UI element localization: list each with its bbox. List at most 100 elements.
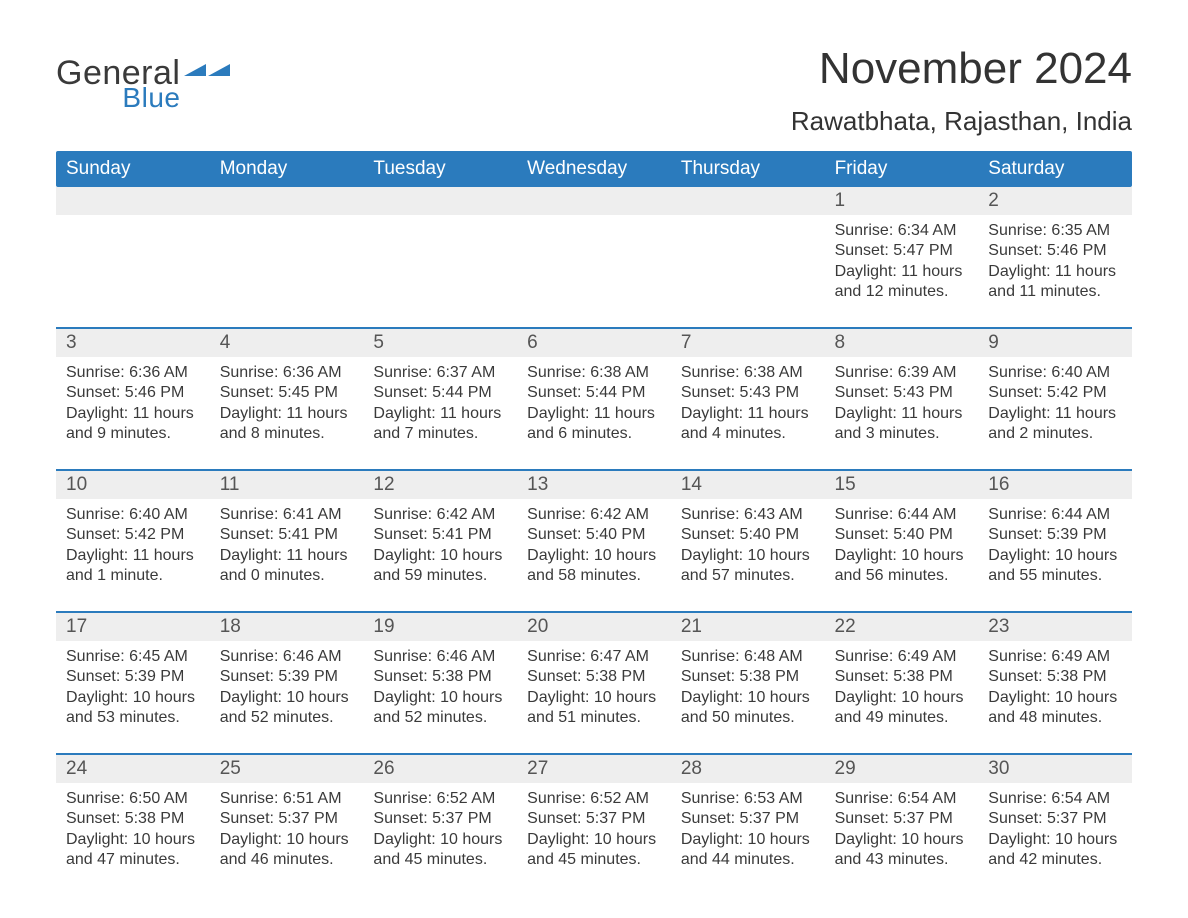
day-number	[363, 187, 517, 215]
sunrise-line: Sunrise: 6:54 AM	[988, 789, 1122, 809]
daylight-line: Daylight: 10 hours and 52 minutes.	[373, 688, 507, 729]
daylight-line: Daylight: 10 hours and 42 minutes.	[988, 830, 1122, 871]
sunset-line: Sunset: 5:42 PM	[988, 383, 1122, 403]
daylight-line: Daylight: 11 hours and 7 minutes.	[373, 404, 507, 445]
day-cell: Sunrise: 6:36 AMSunset: 5:46 PMDaylight:…	[56, 357, 210, 451]
day-number: 29	[825, 755, 979, 783]
week-row: 24252627282930Sunrise: 6:50 AMSunset: 5:…	[56, 753, 1132, 877]
day-number: 12	[363, 471, 517, 499]
day-cell: Sunrise: 6:45 AMSunset: 5:39 PMDaylight:…	[56, 641, 210, 735]
sunrise-line: Sunrise: 6:38 AM	[681, 363, 815, 383]
daylight-line: Daylight: 11 hours and 12 minutes.	[835, 262, 969, 303]
sunset-line: Sunset: 5:39 PM	[988, 525, 1122, 545]
sunset-line: Sunset: 5:46 PM	[66, 383, 200, 403]
day-cell: Sunrise: 6:50 AMSunset: 5:38 PMDaylight:…	[56, 783, 210, 877]
sunrise-line: Sunrise: 6:54 AM	[835, 789, 969, 809]
day-number: 8	[825, 329, 979, 357]
day-number: 18	[210, 613, 364, 641]
day-cell: Sunrise: 6:43 AMSunset: 5:40 PMDaylight:…	[671, 499, 825, 593]
day-cell: Sunrise: 6:38 AMSunset: 5:44 PMDaylight:…	[517, 357, 671, 451]
weekday-sunday: Sunday	[56, 151, 210, 187]
sunset-line: Sunset: 5:38 PM	[66, 809, 200, 829]
sunset-line: Sunset: 5:38 PM	[373, 667, 507, 687]
sunrise-line: Sunrise: 6:35 AM	[988, 221, 1122, 241]
day-number: 26	[363, 755, 517, 783]
day-cell: Sunrise: 6:34 AMSunset: 5:47 PMDaylight:…	[825, 215, 979, 309]
sunset-line: Sunset: 5:47 PM	[835, 241, 969, 261]
sunset-line: Sunset: 5:39 PM	[220, 667, 354, 687]
sunset-line: Sunset: 5:44 PM	[373, 383, 507, 403]
sunrise-line: Sunrise: 6:48 AM	[681, 647, 815, 667]
day-number: 3	[56, 329, 210, 357]
daylight-line: Daylight: 10 hours and 43 minutes.	[835, 830, 969, 871]
weeks-container: 12Sunrise: 6:34 AMSunset: 5:47 PMDayligh…	[56, 187, 1132, 877]
sunrise-line: Sunrise: 6:47 AM	[527, 647, 661, 667]
sunset-line: Sunset: 5:41 PM	[373, 525, 507, 545]
daylight-line: Daylight: 11 hours and 2 minutes.	[988, 404, 1122, 445]
page-title: November 2024	[791, 44, 1132, 94]
daylight-line: Daylight: 11 hours and 0 minutes.	[220, 546, 354, 587]
sunset-line: Sunset: 5:43 PM	[835, 383, 969, 403]
day-cell: Sunrise: 6:42 AMSunset: 5:40 PMDaylight:…	[517, 499, 671, 593]
daylight-line: Daylight: 10 hours and 48 minutes.	[988, 688, 1122, 729]
sunset-line: Sunset: 5:44 PM	[527, 383, 661, 403]
day-cell: Sunrise: 6:46 AMSunset: 5:38 PMDaylight:…	[363, 641, 517, 735]
day-cell-empty	[671, 215, 825, 309]
sunset-line: Sunset: 5:45 PM	[220, 383, 354, 403]
day-cell: Sunrise: 6:49 AMSunset: 5:38 PMDaylight:…	[978, 641, 1132, 735]
day-number: 27	[517, 755, 671, 783]
week-row: 12Sunrise: 6:34 AMSunset: 5:47 PMDayligh…	[56, 187, 1132, 309]
day-number-strip: 17181920212223	[56, 613, 1132, 641]
daylight-line: Daylight: 10 hours and 57 minutes.	[681, 546, 815, 587]
day-number	[56, 187, 210, 215]
day-number: 7	[671, 329, 825, 357]
sunrise-line: Sunrise: 6:38 AM	[527, 363, 661, 383]
sunset-line: Sunset: 5:46 PM	[988, 241, 1122, 261]
sunrise-line: Sunrise: 6:52 AM	[527, 789, 661, 809]
sunrise-line: Sunrise: 6:44 AM	[988, 505, 1122, 525]
day-number: 16	[978, 471, 1132, 499]
day-number-strip: 24252627282930	[56, 755, 1132, 783]
daylight-line: Daylight: 10 hours and 59 minutes.	[373, 546, 507, 587]
day-number: 2	[978, 187, 1132, 215]
day-number: 15	[825, 471, 979, 499]
day-number-strip: 10111213141516	[56, 471, 1132, 499]
daylight-line: Daylight: 10 hours and 50 minutes.	[681, 688, 815, 729]
daylight-line: Daylight: 10 hours and 53 minutes.	[66, 688, 200, 729]
sunset-line: Sunset: 5:37 PM	[220, 809, 354, 829]
sunset-line: Sunset: 5:37 PM	[835, 809, 969, 829]
sunset-line: Sunset: 5:38 PM	[835, 667, 969, 687]
sunrise-line: Sunrise: 6:41 AM	[220, 505, 354, 525]
daylight-line: Daylight: 10 hours and 45 minutes.	[373, 830, 507, 871]
sunrise-line: Sunrise: 6:49 AM	[835, 647, 969, 667]
day-cell: Sunrise: 6:41 AMSunset: 5:41 PMDaylight:…	[210, 499, 364, 593]
weekday-tuesday: Tuesday	[363, 151, 517, 187]
day-number: 9	[978, 329, 1132, 357]
day-cell-empty	[517, 215, 671, 309]
sunrise-line: Sunrise: 6:34 AM	[835, 221, 969, 241]
sunset-line: Sunset: 5:40 PM	[527, 525, 661, 545]
sunset-line: Sunset: 5:41 PM	[220, 525, 354, 545]
sunrise-line: Sunrise: 6:42 AM	[373, 505, 507, 525]
sunrise-line: Sunrise: 6:40 AM	[988, 363, 1122, 383]
day-cell: Sunrise: 6:40 AMSunset: 5:42 PMDaylight:…	[56, 499, 210, 593]
daylight-line: Daylight: 10 hours and 47 minutes.	[66, 830, 200, 871]
sunset-line: Sunset: 5:38 PM	[527, 667, 661, 687]
day-cell: Sunrise: 6:46 AMSunset: 5:39 PMDaylight:…	[210, 641, 364, 735]
day-number: 5	[363, 329, 517, 357]
day-number: 4	[210, 329, 364, 357]
day-cell-empty	[210, 215, 364, 309]
flag-icon	[184, 64, 230, 92]
day-number: 6	[517, 329, 671, 357]
sunrise-line: Sunrise: 6:36 AM	[66, 363, 200, 383]
sunrise-line: Sunrise: 6:50 AM	[66, 789, 200, 809]
sunset-line: Sunset: 5:38 PM	[988, 667, 1122, 687]
daylight-line: Daylight: 11 hours and 9 minutes.	[66, 404, 200, 445]
sunrise-line: Sunrise: 6:46 AM	[373, 647, 507, 667]
calendar: Sunday Monday Tuesday Wednesday Thursday…	[56, 151, 1132, 877]
week-row: 17181920212223Sunrise: 6:45 AMSunset: 5:…	[56, 611, 1132, 735]
daylight-line: Daylight: 10 hours and 44 minutes.	[681, 830, 815, 871]
day-number: 24	[56, 755, 210, 783]
sunrise-line: Sunrise: 6:44 AM	[835, 505, 969, 525]
day-number-strip: 3456789	[56, 329, 1132, 357]
